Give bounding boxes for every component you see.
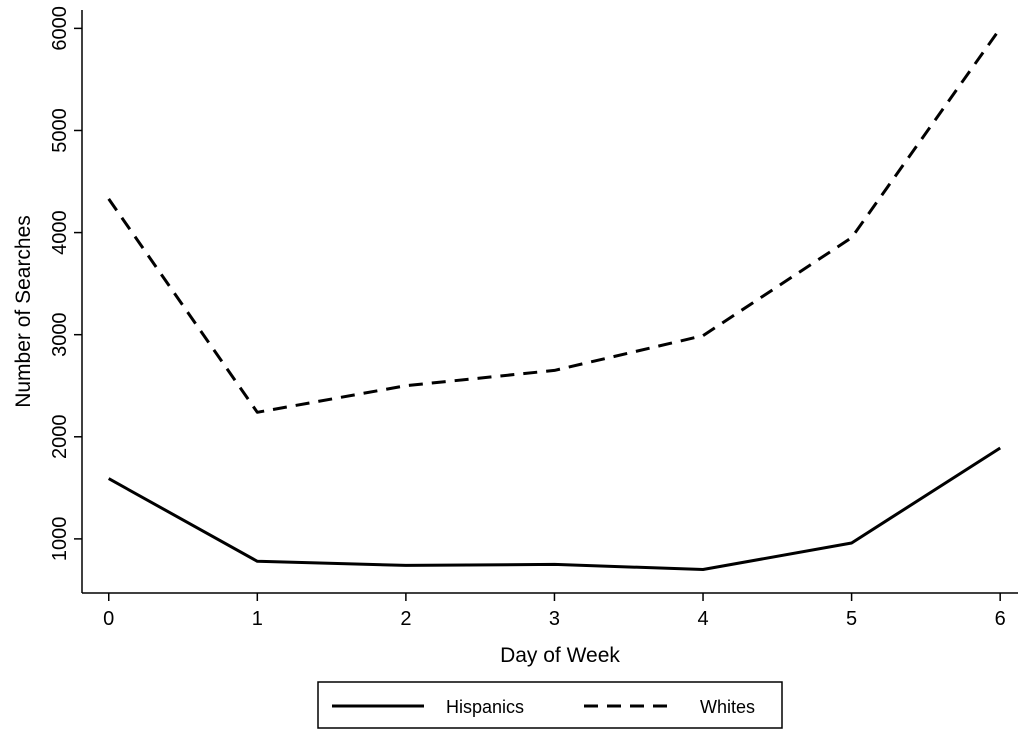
y-tick-label: 5000 bbox=[49, 108, 71, 153]
axes bbox=[81, 10, 1018, 594]
x-tick-label: 4 bbox=[697, 608, 708, 630]
y-tick-label: 1000 bbox=[49, 517, 71, 562]
x-axis-label: Day of Week bbox=[500, 644, 620, 667]
y-axis-label: Number of Searches bbox=[12, 215, 35, 408]
legend-entry-whites: Whites bbox=[700, 697, 755, 717]
series bbox=[107, 27, 1002, 571]
legend-entry-hispanics: Hispanics bbox=[446, 697, 524, 717]
x-tick-label: 5 bbox=[846, 608, 857, 630]
series-line-hispanics bbox=[107, 446, 1002, 571]
y-tick-label: 6000 bbox=[49, 6, 71, 51]
y-tick-label: 4000 bbox=[49, 210, 71, 255]
x-tick-label: 0 bbox=[103, 608, 114, 630]
ticks: 1000 2000 3000 4000 5000 6000 0 1 2 3 4 5 6 bbox=[49, 6, 1006, 630]
x-tick-label: 6 bbox=[995, 608, 1006, 630]
x-tick-label: 1 bbox=[252, 608, 263, 630]
y-tick-label: 3000 bbox=[49, 312, 71, 357]
series-line-whites bbox=[107, 27, 1002, 414]
x-tick-label: 2 bbox=[400, 608, 411, 630]
y-tick-label: 2000 bbox=[49, 415, 71, 460]
x-tick-label: 3 bbox=[549, 608, 560, 630]
legend-box bbox=[317, 681, 783, 729]
legend: Hispanics Whites bbox=[317, 681, 783, 729]
